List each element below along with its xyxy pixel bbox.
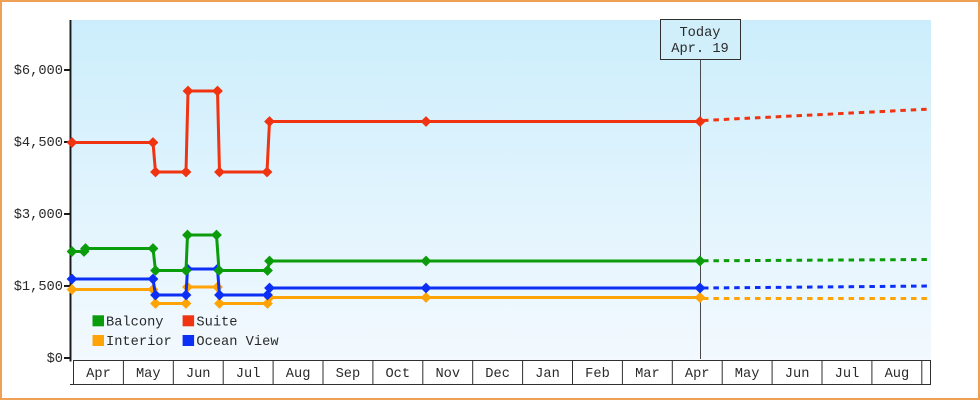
svg-text:Dec: Dec: [485, 367, 510, 382]
svg-text:Aug: Aug: [885, 367, 910, 382]
svg-text:Mar: Mar: [635, 367, 660, 382]
svg-text:Jan: Jan: [535, 367, 560, 382]
svg-text:Interior: Interior: [106, 335, 172, 350]
svg-text:May: May: [735, 367, 760, 382]
svg-text:Feb: Feb: [585, 367, 610, 382]
svg-text:$0: $0: [47, 352, 63, 367]
svg-text:Jun: Jun: [186, 367, 211, 382]
svg-text:Jul: Jul: [835, 367, 860, 382]
svg-text:Aug: Aug: [286, 367, 311, 382]
svg-text:Today: Today: [679, 26, 720, 41]
svg-text:Oct: Oct: [385, 367, 410, 382]
svg-text:Ocean View: Ocean View: [196, 335, 279, 350]
svg-text:$4,500: $4,500: [14, 136, 63, 151]
svg-text:Balcony: Balcony: [106, 315, 164, 330]
svg-text:Apr. 19: Apr. 19: [671, 42, 729, 57]
svg-text:Jun: Jun: [785, 367, 810, 382]
svg-text:$1,500: $1,500: [14, 280, 63, 295]
svg-text:$6,000: $6,000: [14, 64, 63, 79]
svg-text:Suite: Suite: [196, 315, 237, 330]
svg-text:Sep: Sep: [336, 367, 361, 382]
svg-text:Apr: Apr: [685, 367, 710, 382]
svg-text:Nov: Nov: [435, 367, 460, 382]
svg-text:May: May: [136, 367, 161, 382]
svg-text:$3,000: $3,000: [14, 208, 63, 223]
svg-text:Apr: Apr: [86, 367, 111, 382]
svg-text:Jul: Jul: [236, 367, 261, 382]
